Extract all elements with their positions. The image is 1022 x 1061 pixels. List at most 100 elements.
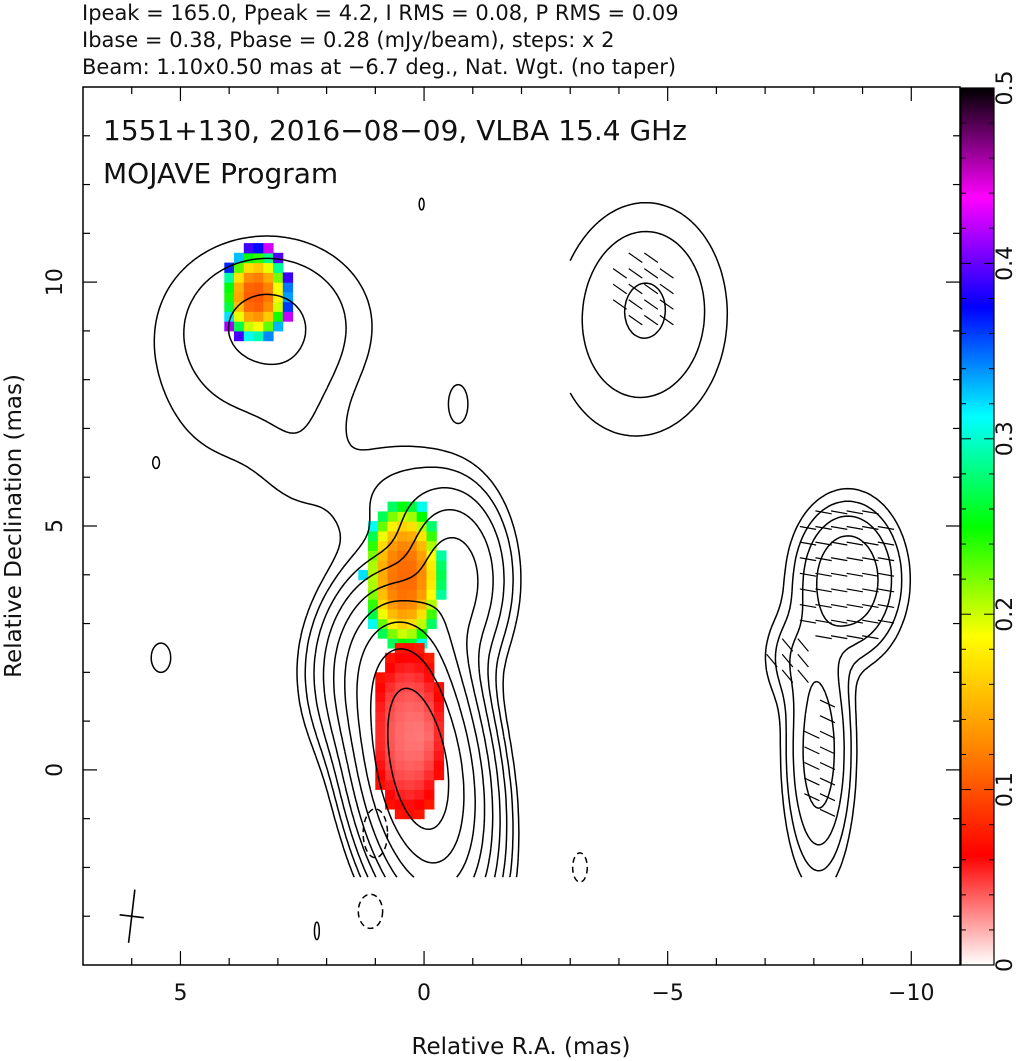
evpa-vector — [862, 510, 879, 515]
polarized-contour-level-2 — [581, 230, 903, 872]
evpa-vector — [612, 283, 628, 295]
fractional-polarization-patch — [375, 643, 445, 820]
evpa-vector — [799, 603, 817, 609]
evpa-vector — [830, 541, 848, 546]
polarized-intensity-contours — [569, 201, 912, 878]
contour-island — [313, 921, 321, 941]
fractional-polarization-layer — [224, 243, 447, 820]
polarized-contour-level-1 — [569, 201, 912, 878]
evpa-vector — [804, 730, 820, 739]
evpa-vector — [612, 268, 628, 279]
evpa-vector — [804, 793, 820, 802]
evpa-vector — [804, 761, 820, 771]
evpa-vector — [862, 588, 879, 593]
colorbar-gradient — [961, 88, 994, 965]
evpa-vector — [797, 669, 809, 683]
evpa-vector — [799, 572, 817, 577]
evpa-vector — [628, 268, 643, 279]
header-line-base: Ibase = 0.38, Pbase = 0.28 (mJy/beam), s… — [82, 28, 614, 52]
evpa-vector — [643, 252, 659, 263]
evpa-vector — [781, 669, 794, 683]
header-line-beam: Beam: 1.10x0.50 mas at −6.7 deg., Nat. W… — [82, 55, 676, 79]
evpa-vector — [846, 510, 864, 515]
evpa-vector — [815, 525, 832, 530]
evpa-region — [804, 699, 836, 817]
x-tick-label: −10 — [888, 981, 934, 1006]
evpa-vector — [846, 541, 864, 546]
evpa-vector — [862, 635, 879, 640]
colorbar-tick-label: 0.5 — [993, 71, 1018, 106]
evpa-vectors — [612, 252, 895, 817]
negative-contour — [571, 852, 589, 883]
intensity-contour-level-4 — [322, 509, 501, 878]
evpa-vector — [862, 525, 879, 530]
evpa-vector — [877, 525, 895, 530]
evpa-vector — [830, 619, 848, 624]
colorbar-tick-label: 0.4 — [993, 246, 1018, 281]
evpa-vector — [797, 638, 809, 652]
evpa-vector — [799, 588, 817, 593]
contour-island — [151, 455, 161, 470]
evpa-vector — [643, 283, 659, 295]
negative-contour — [362, 808, 389, 859]
polarized-contour-level-3 — [623, 282, 893, 846]
evpa-vector — [846, 603, 864, 609]
evpa-vector — [819, 730, 836, 739]
intensity-contour-level-5 — [332, 536, 494, 878]
evpa-vector — [797, 653, 809, 668]
evpa-vector — [815, 572, 832, 577]
y-tick-label: 5 — [43, 519, 68, 533]
evpa-vector — [766, 653, 778, 668]
fractional-polarization-patch — [224, 243, 294, 342]
evpa-vector — [846, 572, 864, 577]
negative-contour — [357, 893, 384, 930]
y-tick-label: 0 — [43, 763, 68, 777]
contour-island — [150, 642, 172, 674]
contour-island — [447, 383, 469, 425]
evpa-vector — [846, 619, 864, 624]
intensity-contour-level-9 — [387, 687, 450, 831]
axis-ticks: 5 0 −5 −10 0 5 10 — [43, 87, 960, 1006]
evpa-vector — [862, 619, 879, 624]
evpa-vector — [781, 653, 794, 668]
evpa-vector — [830, 525, 848, 530]
colorbar-tick-label: 0.3 — [993, 421, 1018, 456]
colorbar: 0 0.1 0.2 0.3 0.4 0.5 — [960, 71, 1018, 972]
plot-area — [119, 197, 912, 943]
intensity-contour-level-8 — [369, 648, 465, 864]
evpa-vector — [815, 541, 832, 546]
evpa-vector — [659, 299, 674, 310]
evpa-vector — [659, 283, 674, 295]
intensity-contour-level-7 — [356, 621, 476, 878]
evpa-vector — [830, 603, 848, 609]
evpa-vector — [799, 541, 817, 546]
evpa-vector — [819, 777, 836, 786]
x-tick-label: −5 — [651, 981, 683, 1006]
evpa-vector — [804, 746, 820, 755]
evpa-vector — [799, 557, 817, 562]
evpa-vector — [643, 314, 659, 326]
plot-title-line2: MOJAVE Program — [103, 157, 338, 190]
evpa-vector — [815, 510, 832, 515]
beam-minor-axis — [119, 914, 144, 919]
evpa-vector — [830, 635, 848, 640]
evpa-region — [612, 252, 674, 326]
evpa-vector — [815, 603, 832, 609]
evpa-vector — [877, 588, 895, 593]
evpa-vector — [877, 603, 895, 609]
evpa-vector — [815, 557, 832, 562]
x-axis-title: Relative R.A. (mas) — [412, 1034, 631, 1060]
evpa-vector — [819, 761, 836, 771]
intensity-contour-level-2 — [183, 257, 514, 878]
evpa-vector — [862, 572, 879, 577]
evpa-vector — [877, 619, 895, 624]
evpa-vector — [628, 283, 643, 295]
evpa-vector — [628, 314, 643, 326]
y-tick-label: 10 — [43, 268, 68, 296]
evpa-vector — [643, 299, 659, 310]
evpa-vector — [819, 746, 836, 755]
x-tick-label: 0 — [417, 981, 431, 1006]
evpa-region — [766, 638, 809, 683]
evpa-vector — [862, 541, 879, 546]
